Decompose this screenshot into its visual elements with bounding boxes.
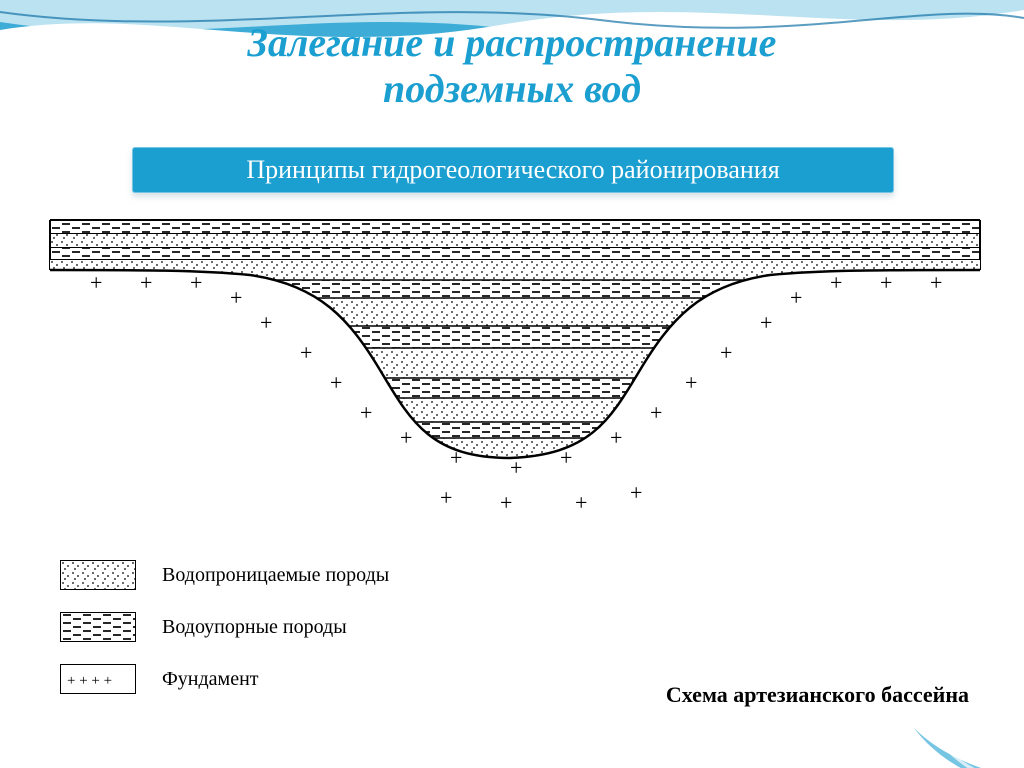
svg-text:+: +: [610, 425, 622, 450]
svg-text:+: +: [360, 400, 372, 425]
svg-text:+ + + +: + + + +: [67, 673, 112, 689]
svg-text:+: +: [510, 455, 522, 480]
svg-text:+: +: [880, 270, 892, 295]
svg-text:+: +: [330, 370, 342, 395]
svg-text:+: +: [760, 310, 772, 335]
title-line2: подземных вод: [383, 66, 641, 111]
svg-text:+: +: [300, 340, 312, 365]
svg-text:+: +: [685, 370, 697, 395]
subtitle-bar: Принципы гидрогеологического районирован…: [132, 147, 894, 193]
legend-label-1: Водопроницаемые породы: [162, 564, 389, 587]
svg-text:+: +: [190, 270, 202, 295]
legend-item-basement: + + + + Фундамент: [60, 664, 389, 694]
svg-text:+: +: [500, 490, 512, 515]
svg-text:+: +: [140, 270, 152, 295]
title-line1: Залегание и распространение: [248, 20, 777, 65]
page-title: Залегание и распространение подземных во…: [0, 20, 1024, 112]
svg-text:+: +: [260, 310, 272, 335]
svg-text:+: +: [230, 285, 242, 310]
subtitle-text: Принципы гидрогеологического районирован…: [246, 155, 779, 185]
svg-text:+: +: [930, 270, 942, 295]
legend-swatch-dots: [60, 560, 136, 590]
svg-text:+: +: [450, 445, 462, 470]
svg-text:+: +: [575, 490, 587, 515]
legend-item-permeable: Водопроницаемые породы: [60, 560, 389, 590]
svg-text:+: +: [790, 285, 802, 310]
artesian-basin-diagram: + +: [30, 210, 1000, 530]
svg-text:+: +: [630, 480, 642, 505]
slide: Залегание и распространение подземных во…: [0, 0, 1024, 768]
legend-swatch-plus: + + + +: [60, 664, 136, 694]
svg-text:+: +: [560, 445, 572, 470]
svg-text:+: +: [440, 485, 452, 510]
svg-text:+: +: [830, 270, 842, 295]
svg-text:+: +: [90, 270, 102, 295]
legend-item-impermeable: Водоупорные породы: [60, 612, 389, 642]
legend-swatch-dashes: [60, 612, 136, 642]
svg-text:+: +: [720, 340, 732, 365]
legend-label-2: Водоупорные породы: [162, 616, 347, 639]
svg-text:+: +: [400, 425, 412, 450]
legend-label-3: Фундамент: [162, 668, 259, 691]
diagram-caption: Схема артезианского бассейна: [666, 682, 969, 708]
svg-text:+: +: [650, 400, 662, 425]
legend: Водопроницаемые породы Водоупорные пород…: [60, 560, 389, 716]
